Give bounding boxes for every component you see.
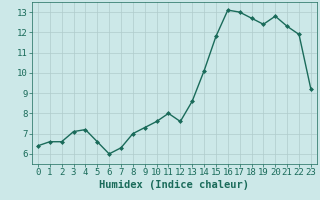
X-axis label: Humidex (Indice chaleur): Humidex (Indice chaleur) <box>100 180 249 190</box>
